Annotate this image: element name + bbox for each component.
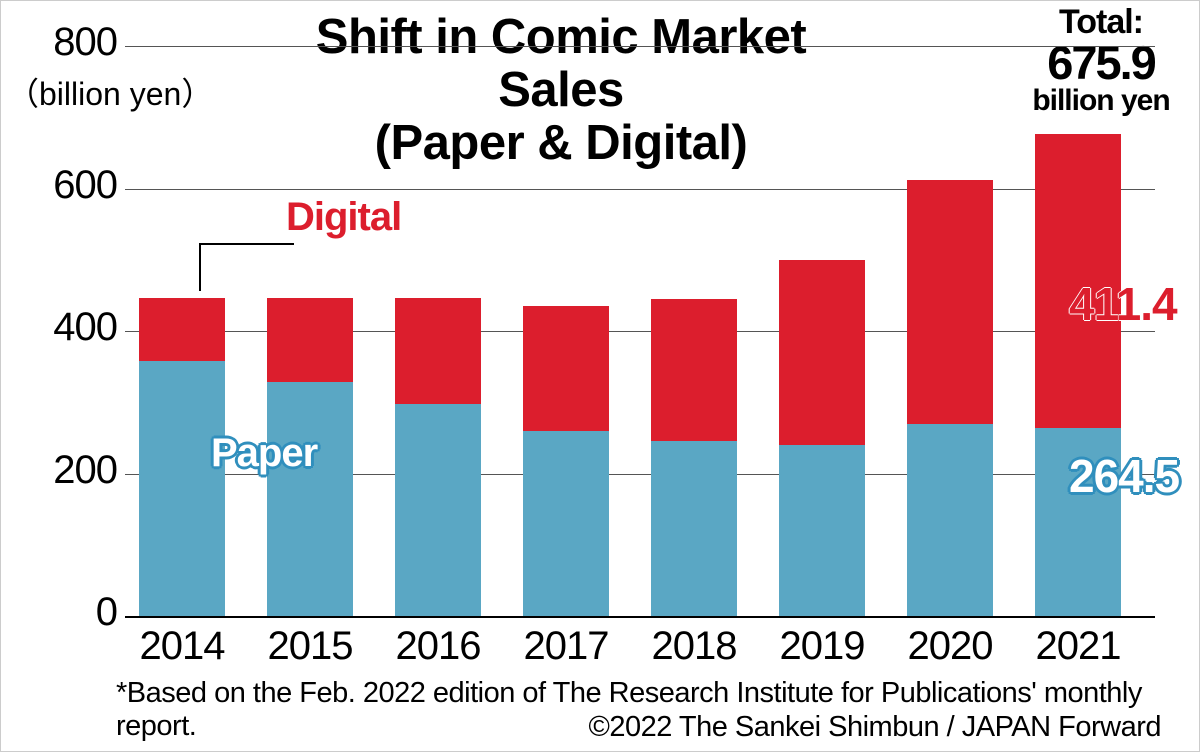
bar-digital [779, 260, 865, 445]
bar-paper [907, 424, 993, 616]
x-tick-label: 2017 [511, 624, 621, 669]
bar-digital [523, 306, 609, 431]
x-tick-label: 2016 [383, 624, 493, 669]
x-tick-label: 2015 [255, 624, 365, 669]
footnote-credit: ©2022 The Sankei Shimbun / JAPAN Forward [588, 711, 1161, 744]
y-tick-label: 800 [7, 20, 117, 65]
gridline [125, 616, 1155, 618]
bar-paper [651, 441, 737, 616]
x-tick-label: 2014 [127, 624, 237, 669]
x-tick-label: 2021 [1023, 624, 1133, 669]
x-tick-label: 2020 [895, 624, 1005, 669]
pointer-line-digital [199, 243, 299, 303]
bar-digital [267, 298, 353, 382]
bar-value-paper-2021: 264.5 [1069, 449, 1179, 503]
y-tick-label: 600 [7, 163, 117, 208]
x-tick-label: 2018 [639, 624, 749, 669]
gridline [125, 189, 1155, 190]
bar-digital [651, 299, 737, 442]
gridline [125, 46, 1155, 47]
bar-paper [267, 382, 353, 616]
bar-paper [395, 404, 481, 616]
series-label-paper: Paper [211, 431, 317, 476]
bar-paper [779, 445, 865, 616]
bar-digital [395, 298, 481, 403]
chart: Shift in Comic Market Sales (Paper & Dig… [1, 1, 1199, 751]
series-label-digital: Digital [286, 195, 401, 240]
bar-digital [139, 298, 225, 361]
y-tick-label: 0 [7, 590, 117, 635]
bar-digital [907, 180, 993, 424]
y-tick-label: 400 [7, 305, 117, 350]
y-tick-label: 200 [7, 448, 117, 493]
bar-value-digital-2021: 411.4 [1069, 277, 1177, 331]
bar-paper [139, 361, 225, 616]
plot-area [125, 46, 1155, 616]
x-tick-label: 2019 [767, 624, 877, 669]
bar-paper [523, 431, 609, 616]
